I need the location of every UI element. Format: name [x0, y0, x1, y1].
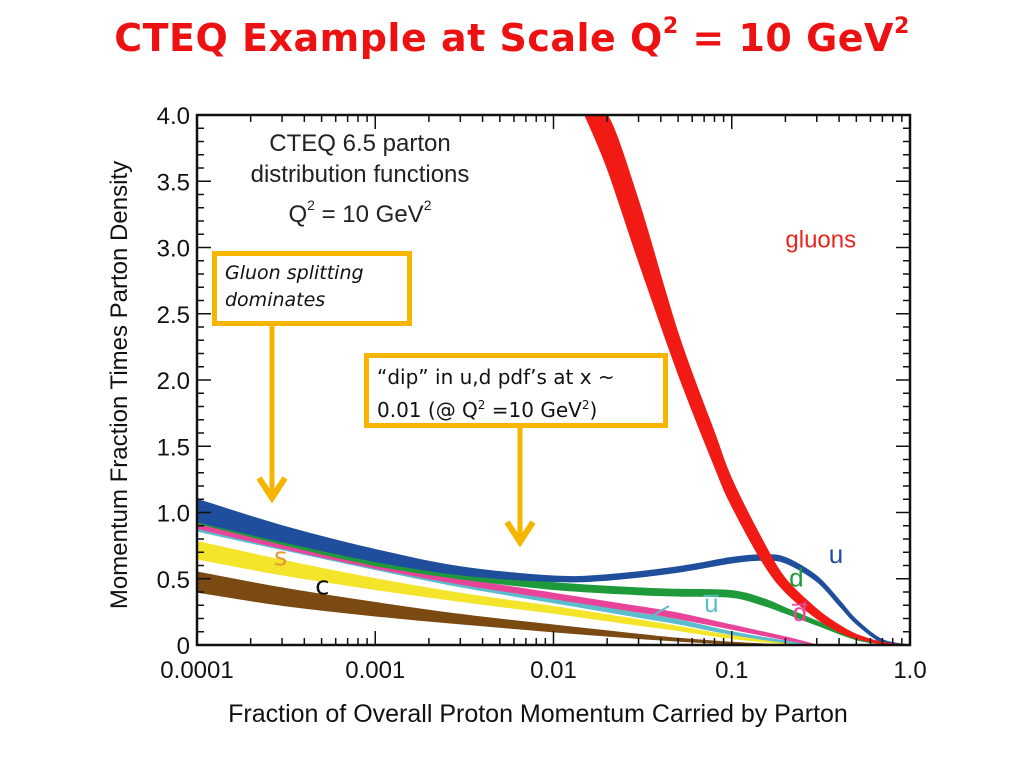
- ubar-pointer: [651, 605, 670, 617]
- x-tick-label: 0.0001: [160, 657, 233, 684]
- x-tick-label: 0.01: [530, 657, 577, 684]
- y-tick-label: 1.5: [157, 434, 190, 461]
- x-tick-label: 1.0: [893, 657, 926, 684]
- y-tick-label: 1.0: [157, 501, 190, 528]
- dip-sup-1: 2: [477, 398, 486, 412]
- y-tick-label: 4.0: [157, 103, 190, 130]
- y-tick-label: 2.0: [157, 368, 190, 395]
- slide-title: CTEQ Example at Scale Q2 = 10 GeV2: [0, 14, 1024, 60]
- axis-tick-labels: 0.0001 0.001 0.01 0.1 1.0 0 0.5 1.0 1.5 2.0 2.5 3.0…: [157, 103, 927, 684]
- y-axis-label: Momentum Fraction Times Parton Density: [106, 161, 133, 609]
- inner-title-rest: = 10 GeV: [314, 201, 424, 228]
- dip-note-line-1: “dip” in u,d pdf’s at x ~: [377, 365, 615, 389]
- series-label-u: u̅: [703, 588, 719, 618]
- x-axis-label: Fraction of Overall Proton Momentum Carr…: [228, 700, 848, 728]
- dip-note: “dip” in u,d pdf’s at x ~ 0.01 (@ Q2 =10…: [364, 353, 668, 428]
- title-text: CTEQ Example at Scale Q: [114, 16, 663, 60]
- inner-title-line-1: CTEQ 6.5 parton: [269, 130, 451, 157]
- dip-sup-2: 2: [581, 398, 590, 412]
- dip-note-line-2: 0.01 (@ Q2 =10 GeV2): [377, 391, 655, 424]
- y-tick-label: 3.0: [157, 236, 190, 263]
- series-label-s: s: [274, 543, 288, 573]
- title-superscript-2: 2: [893, 14, 910, 39]
- chart-inner-title: CTEQ 6.5 parton distribution functions Q…: [200, 128, 520, 230]
- gluon-splitting-note: Gluon splitting dominates: [212, 251, 412, 326]
- x-tick-label: 0.001: [345, 657, 405, 684]
- dip-arrow: [504, 428, 536, 548]
- series-label-gluons: gluons: [785, 227, 856, 254]
- series-label-d: d: [789, 563, 803, 593]
- series-labels: gluons ud d̅ u̅ sc: [274, 227, 856, 628]
- title-superscript: 2: [662, 14, 679, 39]
- y-tick-label: 0.5: [157, 567, 190, 594]
- inner-title-line-2: distribution functions: [250, 161, 470, 188]
- gluon-note-line-1: Gluon splitting: [225, 262, 364, 284]
- gluon-arrow: [256, 326, 288, 504]
- series-label-d: d̅: [792, 597, 808, 627]
- q-sup: 2: [307, 197, 315, 213]
- gev-sup: 2: [423, 197, 432, 213]
- inner-title-line-3: Q2 = 10 GeV2: [200, 190, 520, 230]
- series-label-u: u: [829, 539, 843, 569]
- gluon-note-line-2: dominates: [225, 289, 326, 311]
- y-tick-label: 2.5: [157, 302, 190, 329]
- title-text-2: = 10 GeV: [678, 16, 894, 60]
- y-tick-label: 3.5: [157, 169, 190, 196]
- q-symbol: Q: [288, 201, 308, 228]
- dip-text-c: ): [589, 398, 598, 422]
- y-tick-label: 0: [177, 633, 190, 660]
- series-label-c: c: [315, 572, 329, 602]
- dip-text-a: 0.01 (@ Q: [377, 398, 478, 422]
- x-tick-label: 0.1: [715, 657, 748, 684]
- axis-ticks: [196, 114, 911, 646]
- dip-text-b: =10 GeV: [485, 398, 582, 422]
